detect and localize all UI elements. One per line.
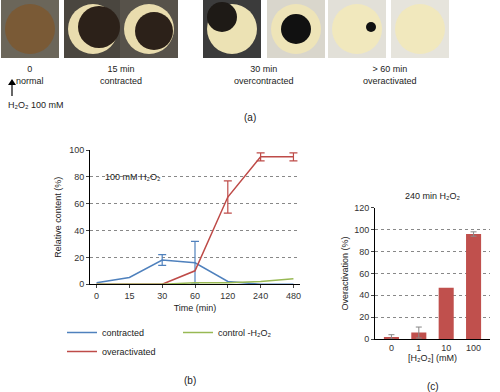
svg-text:> 60 minoveractivated: > 60 minoveractivated xyxy=(363,64,417,86)
svg-text:30 minovercontracted: 30 minovercontracted xyxy=(234,64,294,86)
svg-text:60: 60 xyxy=(74,199,84,209)
svg-text:(b): (b) xyxy=(184,375,196,386)
svg-text:480: 480 xyxy=(286,291,301,301)
svg-text:overactivated: overactivated xyxy=(102,347,156,357)
svg-text:Relative content (%): Relative content (%) xyxy=(53,177,63,258)
svg-text:80: 80 xyxy=(359,247,369,257)
svg-text:0: 0 xyxy=(94,291,99,301)
svg-text:15: 15 xyxy=(124,291,134,301)
svg-text:240: 240 xyxy=(253,291,268,301)
svg-text:1: 1 xyxy=(416,343,421,353)
svg-text:[H₂O₂] (mM): [H₂O₂] (mM) xyxy=(408,353,457,363)
svg-text:100: 100 xyxy=(69,145,84,155)
svg-text:20: 20 xyxy=(359,312,369,322)
svg-text:control -H₂O₂: control -H₂O₂ xyxy=(218,328,272,338)
svg-text:60: 60 xyxy=(190,291,200,301)
svg-text:0: 0 xyxy=(389,343,394,353)
svg-text:60: 60 xyxy=(359,269,369,279)
svg-text:H₂O₂ 100 mM: H₂O₂ 100 mM xyxy=(8,100,64,110)
svg-text:0normal: 0normal xyxy=(16,64,44,86)
svg-text:240 min H₂O₂: 240 min H₂O₂ xyxy=(405,191,461,201)
svg-text:40: 40 xyxy=(74,226,84,236)
svg-text:10: 10 xyxy=(441,343,451,353)
svg-text:0: 0 xyxy=(364,334,369,344)
svg-text:120: 120 xyxy=(220,291,235,301)
svg-text:contracted: contracted xyxy=(102,328,144,338)
svg-text:120: 120 xyxy=(354,203,369,213)
svg-text:40: 40 xyxy=(359,290,369,300)
svg-text:80: 80 xyxy=(74,172,84,182)
svg-text:Time (min): Time (min) xyxy=(174,303,217,313)
svg-text:0: 0 xyxy=(79,279,84,289)
svg-text:15 mincontracted: 15 mincontracted xyxy=(100,64,142,86)
svg-text:100: 100 xyxy=(466,343,481,353)
svg-text:30: 30 xyxy=(157,291,167,301)
svg-text:20: 20 xyxy=(74,253,84,263)
svg-text:(a): (a) xyxy=(244,112,256,123)
svg-text:Overactivation (%): Overactivation (%) xyxy=(340,236,350,310)
svg-text:100 mM H₂O₂: 100 mM H₂O₂ xyxy=(105,172,161,182)
svg-text:100: 100 xyxy=(354,225,369,235)
svg-text:(c): (c) xyxy=(427,381,439,392)
